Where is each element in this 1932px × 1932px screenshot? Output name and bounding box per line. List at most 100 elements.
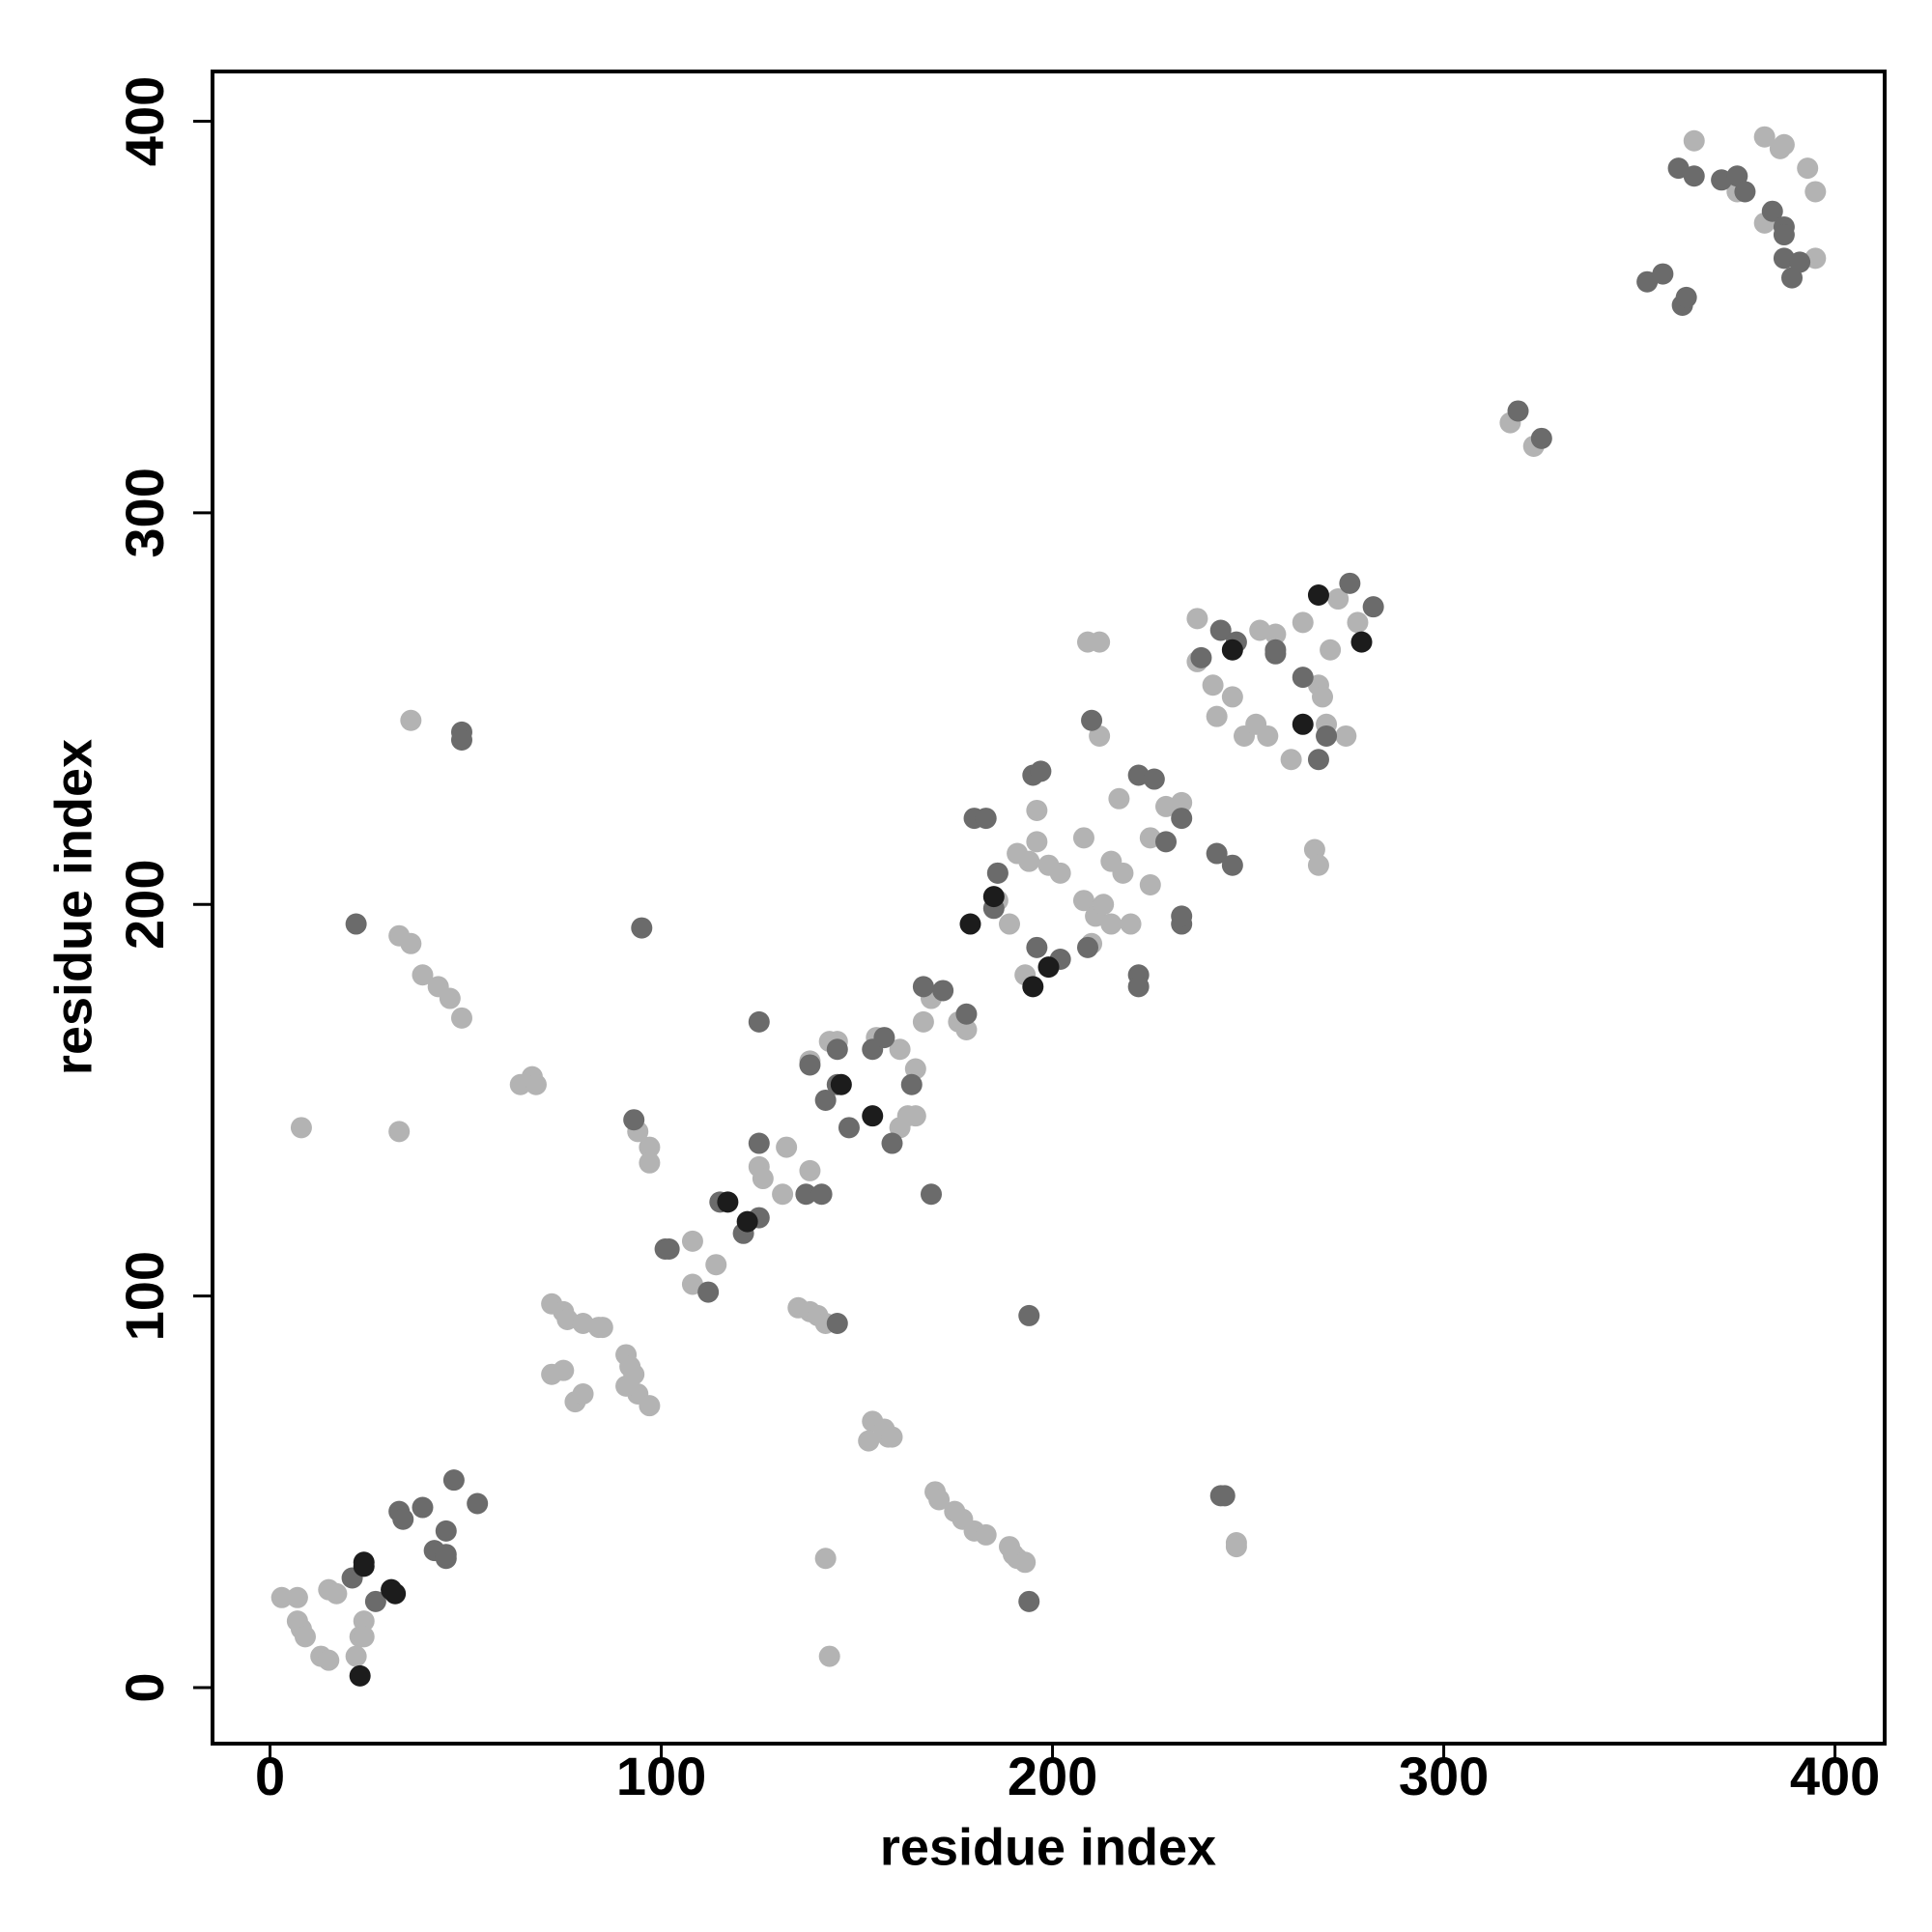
point <box>1018 1304 1040 1326</box>
point <box>1683 165 1705 187</box>
point <box>1804 181 1827 203</box>
point <box>294 1626 316 1648</box>
point <box>776 1136 798 1158</box>
point <box>1022 976 1044 998</box>
point <box>1209 619 1232 641</box>
point <box>400 932 422 954</box>
point <box>450 728 472 751</box>
point <box>1292 713 1314 735</box>
point <box>1018 1590 1040 1612</box>
y-tick-label: 400 <box>114 76 175 166</box>
point <box>286 1586 308 1608</box>
point <box>639 1395 661 1417</box>
point <box>1797 157 1819 180</box>
point <box>838 1117 860 1139</box>
point <box>799 1054 821 1076</box>
point <box>290 1117 312 1139</box>
point <box>439 987 461 1009</box>
point <box>986 862 1009 884</box>
point <box>639 1136 661 1158</box>
point <box>1292 611 1314 634</box>
point <box>1350 631 1373 653</box>
point <box>364 1590 386 1612</box>
point <box>1761 200 1783 222</box>
point <box>1312 686 1334 708</box>
point <box>623 1109 645 1131</box>
point <box>932 980 954 1002</box>
point <box>873 1027 895 1049</box>
point <box>752 1168 774 1190</box>
point <box>1127 976 1150 998</box>
point <box>1753 126 1776 148</box>
point <box>955 1003 978 1025</box>
point <box>1221 854 1243 876</box>
point <box>889 1117 911 1139</box>
point <box>572 1382 594 1405</box>
point <box>1014 1551 1037 1574</box>
point <box>1307 749 1329 771</box>
point <box>814 1089 837 1111</box>
point <box>1202 674 1224 696</box>
point <box>1257 724 1279 747</box>
point <box>1213 1485 1236 1507</box>
point <box>1081 709 1103 731</box>
point <box>1190 646 1212 668</box>
point <box>1316 724 1338 747</box>
point <box>904 1105 926 1127</box>
point <box>681 1273 703 1295</box>
point <box>1507 400 1529 422</box>
point <box>1320 639 1342 661</box>
point <box>318 1649 340 1671</box>
point <box>639 1151 661 1174</box>
point <box>1280 749 1302 771</box>
point <box>392 1508 414 1530</box>
point <box>1347 611 1369 634</box>
point <box>1734 181 1756 203</box>
point <box>525 1073 547 1095</box>
point <box>388 1121 411 1143</box>
point <box>1026 799 1048 821</box>
point <box>1139 873 1161 895</box>
point <box>955 1018 978 1040</box>
point <box>1335 724 1357 747</box>
point <box>1072 890 1094 912</box>
point <box>1206 705 1228 727</box>
point <box>1171 905 1193 927</box>
point <box>697 1281 720 1303</box>
y-tick-label: 0 <box>114 1672 175 1702</box>
point <box>1781 267 1804 289</box>
point <box>615 1375 638 1397</box>
point <box>1072 827 1094 849</box>
point <box>1225 1536 1247 1558</box>
plot-frame <box>211 70 1887 1746</box>
point <box>1093 894 1115 916</box>
point <box>1112 862 1134 884</box>
point <box>270 1586 293 1608</box>
x-tick-label: 400 <box>1790 1746 1880 1806</box>
point <box>1675 286 1697 308</box>
point <box>826 1313 848 1335</box>
point <box>1773 224 1795 246</box>
point <box>1292 667 1314 689</box>
point <box>1018 850 1040 872</box>
point <box>830 1073 852 1095</box>
point <box>1339 572 1361 594</box>
point <box>1221 639 1243 661</box>
point <box>631 917 653 939</box>
point <box>1221 686 1243 708</box>
point <box>862 1105 884 1127</box>
point <box>748 1010 770 1033</box>
y-axis-title: residue index <box>44 739 102 1075</box>
y-tick-label: 100 <box>114 1251 175 1341</box>
x-axis-title: residue index <box>880 1818 1216 1876</box>
point <box>1143 768 1165 790</box>
point <box>1089 724 1111 747</box>
point <box>881 1132 903 1154</box>
point <box>384 1582 407 1605</box>
point <box>912 1010 934 1033</box>
y-tick-label: 200 <box>114 860 175 950</box>
point <box>998 913 1020 935</box>
